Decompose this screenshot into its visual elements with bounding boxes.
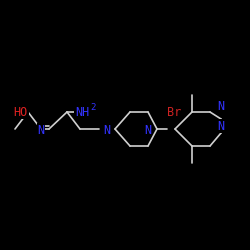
Text: N: N xyxy=(38,124,44,136)
Text: N: N xyxy=(218,100,224,112)
Text: NH: NH xyxy=(75,106,89,118)
Text: N: N xyxy=(104,124,110,136)
Text: 2: 2 xyxy=(90,102,96,112)
Text: N: N xyxy=(218,120,224,132)
Text: N: N xyxy=(144,124,152,136)
Text: Br: Br xyxy=(167,106,181,118)
Text: HO: HO xyxy=(14,106,28,118)
